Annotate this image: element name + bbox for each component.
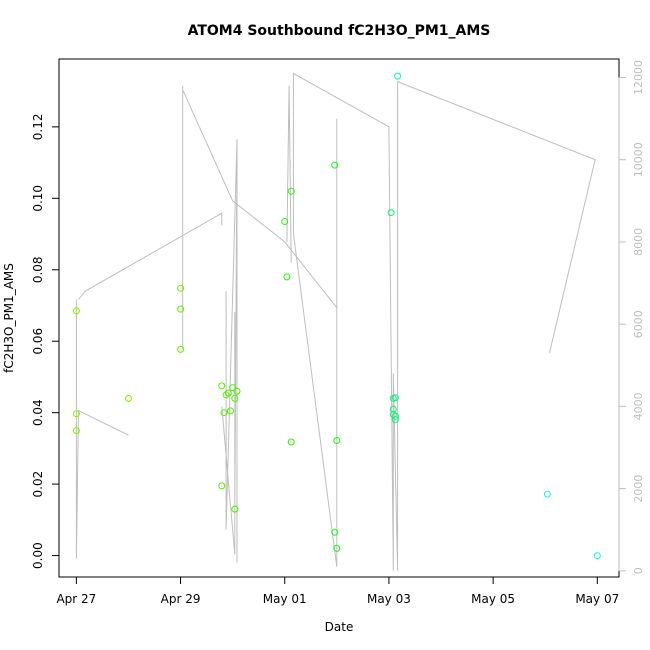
data-point (231, 394, 239, 402)
x-tick-label: May 01 (263, 592, 307, 606)
y2-tick-label: 6000 (632, 310, 645, 338)
data-point (387, 209, 395, 217)
data-point (72, 410, 80, 418)
data-point (394, 72, 402, 80)
data-point (222, 391, 230, 399)
data-point (177, 305, 185, 313)
data-point (331, 161, 339, 169)
data-point (218, 482, 226, 490)
x-tick-label: May 07 (575, 592, 619, 606)
x-axis: Apr 27 Apr 29 May 01 May 03 May 05 May 07 (56, 576, 619, 606)
y-tick-label: 0.10 (31, 185, 45, 212)
data-point (391, 416, 399, 424)
data-point (177, 284, 185, 292)
chart-title: ATOM4 Southbound fC2H3O_PM1_AMS (188, 23, 491, 39)
y-tick-label: 0.02 (31, 471, 45, 498)
series-line-segment (182, 72, 596, 571)
plot-frame (58, 58, 620, 578)
data-point (125, 394, 132, 402)
series-line-segment (78, 212, 223, 300)
data-point (333, 544, 341, 552)
data-point (227, 407, 234, 415)
y-axis-right: 0 2000 4000 6000 8000 10000 12000 (618, 60, 645, 574)
data-point (218, 382, 226, 390)
y-axis-label: fC2H3O_PM1_AMS (2, 263, 16, 373)
y2-tick-label: 4000 (632, 392, 645, 420)
y-tick-label: 0.12 (31, 114, 45, 141)
y-tick-label: 0.04 (31, 399, 45, 426)
y-tick-label: 0.00 (31, 542, 45, 569)
data-point (229, 384, 237, 392)
data-point (233, 387, 241, 395)
x-tick-label: May 03 (367, 592, 411, 606)
data-point (281, 218, 289, 225)
data-point (389, 405, 397, 413)
y2-tick-label: 10000 (632, 142, 645, 177)
points-layer (72, 72, 601, 560)
data-point (283, 273, 291, 281)
y2-tick-label: 12000 (632, 60, 645, 95)
data-point (72, 307, 80, 315)
y-tick-label: 0.08 (31, 256, 45, 283)
series-line-segment (75, 299, 129, 559)
y2-tick-label: 8000 (632, 228, 645, 256)
x-tick-label: Apr 27 (56, 592, 96, 606)
x-axis-label: Date (325, 620, 354, 634)
data-point (231, 505, 239, 513)
x-tick-label: Apr 29 (161, 592, 201, 606)
data-point (287, 438, 295, 446)
line-layer (75, 72, 596, 571)
y-axis-left: 0.00 0.02 0.04 0.06 0.08 0.10 0.12 (31, 114, 60, 569)
data-point (220, 409, 228, 417)
data-point (593, 552, 601, 560)
data-point (333, 437, 341, 444)
series-line-segment (221, 139, 238, 563)
y2-tick-label: 2000 (632, 475, 645, 503)
data-point (72, 427, 80, 434)
y2-tick-label: 0 (632, 567, 645, 574)
data-point (543, 490, 551, 498)
data-point (287, 187, 295, 195)
data-point (224, 389, 232, 397)
x-tick-label: May 05 (471, 592, 515, 606)
y-tick-label: 0.06 (31, 328, 45, 355)
data-point (331, 528, 339, 536)
data-point (391, 394, 399, 402)
data-point (391, 412, 399, 420)
data-point (177, 345, 185, 353)
series-line-segment (286, 85, 292, 263)
